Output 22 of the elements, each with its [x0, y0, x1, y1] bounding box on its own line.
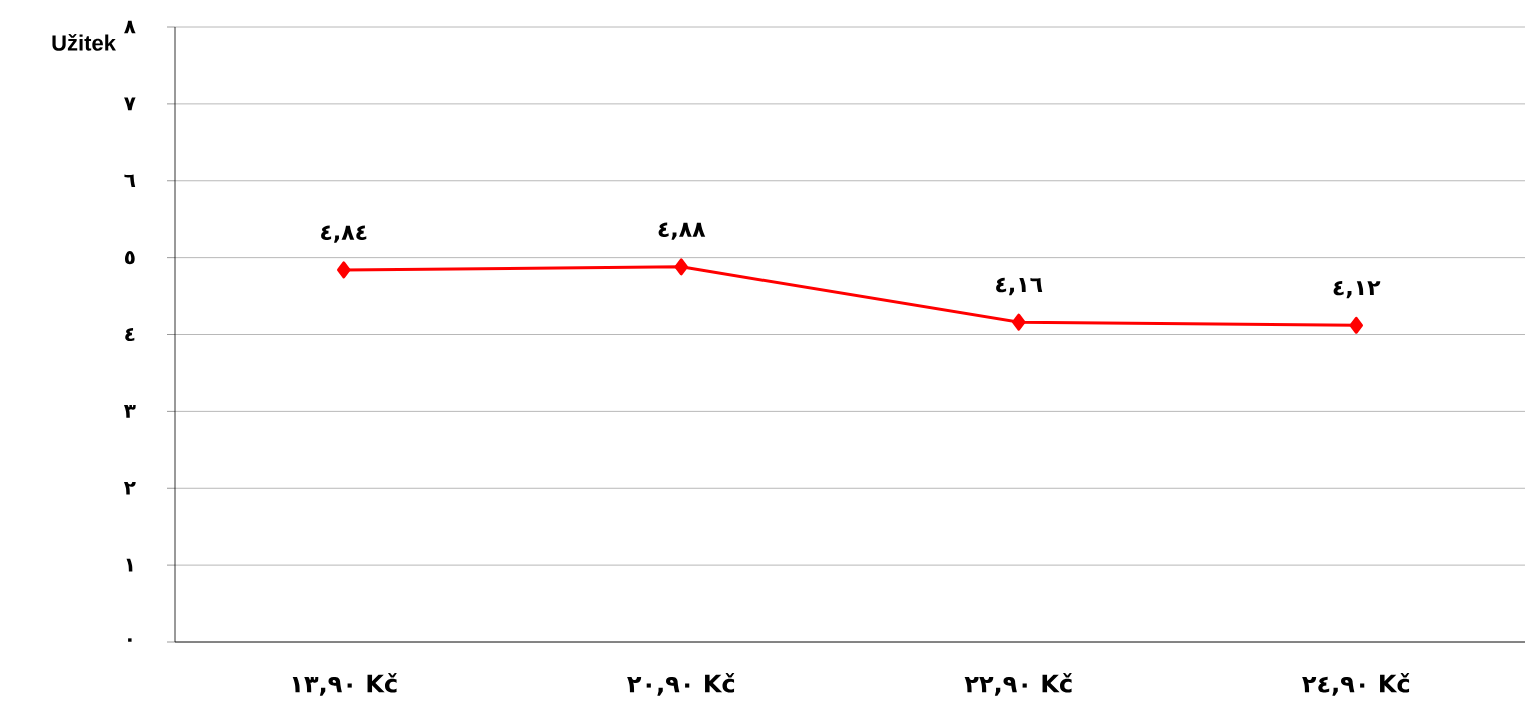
- data-label: ٤,٨٨: [658, 222, 706, 240]
- y-tick-label: ٤: [125, 327, 135, 342]
- point: [1349, 316, 1364, 334]
- data-label: ٤,٨٤: [321, 225, 367, 243]
- data-label: ٤,١٦: [996, 277, 1043, 296]
- y-tick-label: ٥: [124, 251, 135, 265]
- y-tick-label: ٦: [124, 174, 136, 188]
- y-tick-label: ٧: [124, 97, 136, 111]
- y-axis-title: Užitek: [52, 34, 116, 51]
- data-label: ٤,١٢: [1333, 280, 1381, 299]
- y-tick-label: ٠: [128, 638, 132, 642]
- point: [1012, 313, 1026, 331]
- y-tick-label: ٣: [123, 405, 136, 418]
- y-tick-label: ٢: [123, 481, 136, 495]
- x-tick-label: ٢٠,٩٠ Kč: [627, 673, 735, 696]
- x-tick-label: ٢٢,٩٠ Kč: [964, 673, 1072, 696]
- y-tick-label: ١: [126, 558, 133, 572]
- x-tick-label: ٢٤,٩٠ Kč: [1302, 673, 1410, 696]
- point: [674, 258, 689, 276]
- x-tick-label: ١٣,٩٠ Kč: [292, 673, 397, 696]
- y-tick-label: ٨: [124, 20, 136, 34]
- point: [337, 261, 351, 279]
